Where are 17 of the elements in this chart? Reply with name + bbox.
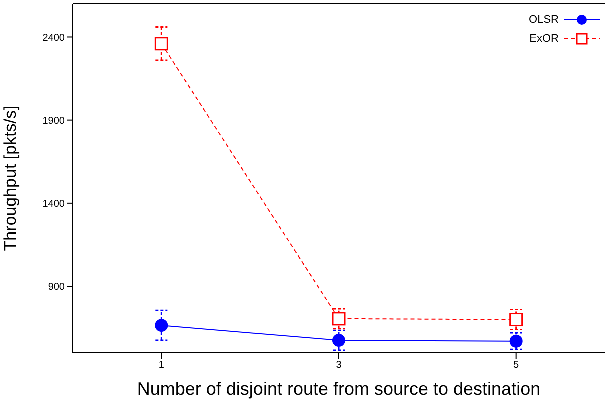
y-tick-label: 900 [48,282,66,294]
x-axis-title: Number of disjoint route from source to destination [137,379,541,399]
point [155,319,168,332]
y-tick-label: 1400 [42,198,66,210]
point [154,37,168,51]
legend-label: OLSR [529,14,559,26]
x-tick-label: 3 [336,360,342,372]
legend-label: ExOR [530,32,559,44]
point [510,334,523,348]
x-tick-label: 5 [514,360,520,372]
point [510,313,524,327]
y-tick-label: 2400 [42,32,66,44]
y-tick-label: 1900 [42,116,66,127]
point [332,334,346,348]
y-axis-title: Throughput [pkts/s] [1,106,20,252]
point [332,312,346,326]
x-tick-label: 1 [158,360,165,372]
